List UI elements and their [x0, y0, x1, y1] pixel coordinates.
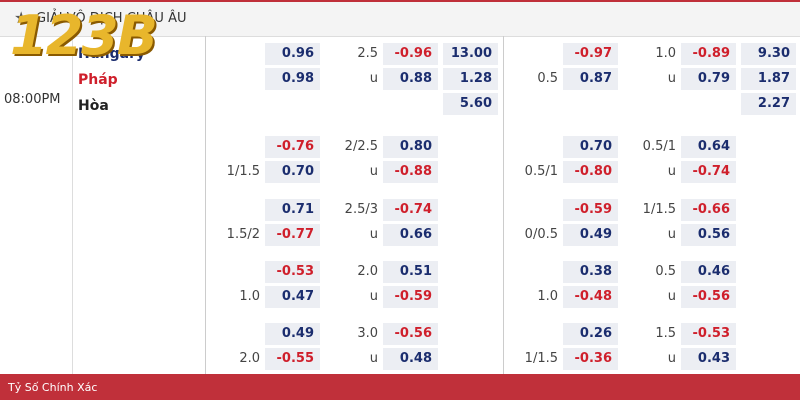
line-label: 2.5/3	[344, 202, 378, 217]
footer-label[interactable]: Tỷ Số Chính Xác	[8, 381, 98, 394]
odds-cell[interactable]: 2.27	[741, 93, 796, 115]
odds-cell[interactable]: -0.88	[383, 161, 438, 183]
odds-cell[interactable]: 0.47	[265, 286, 320, 308]
line-label: 1/1.5	[226, 164, 260, 179]
odds-cell[interactable]: 0.38	[563, 261, 618, 283]
odds-cell[interactable]: -0.80	[563, 161, 618, 183]
odds-cell[interactable]: 0.51	[383, 261, 438, 283]
odds-cell[interactable]: 0.79	[681, 68, 736, 90]
line-label: 1/1.5	[524, 351, 558, 366]
odds-cell[interactable]: -0.89	[681, 43, 736, 65]
odds-cell[interactable]: 0.49	[265, 323, 320, 345]
odds-cell[interactable]: 0.43	[681, 348, 736, 370]
odds-cell[interactable]: 0.88	[383, 68, 438, 90]
odds-cell[interactable]: -0.66	[681, 199, 736, 221]
line-label: 0.5	[537, 71, 558, 86]
odds-cell[interactable]: -0.59	[563, 199, 618, 221]
line-label: u	[369, 351, 378, 366]
odds-cell[interactable]: -0.53	[681, 323, 736, 345]
odds-cell[interactable]: 0.70	[265, 161, 320, 183]
line-label: 2.0	[239, 351, 260, 366]
odds-cell[interactable]: 0.96	[265, 43, 320, 65]
odds-cell[interactable]: 0.48	[383, 348, 438, 370]
match-time: 08:00PM	[4, 92, 61, 107]
odds-cell[interactable]: -0.48	[563, 286, 618, 308]
line-label: u	[369, 227, 378, 242]
odds-cell[interactable]: 0.80	[383, 136, 438, 158]
line-label: u	[667, 164, 676, 179]
odds-cell[interactable]: 5.60	[443, 93, 498, 115]
line-label: 0/0.5	[524, 227, 558, 242]
footer-bar	[0, 374, 800, 400]
odds-cell[interactable]: 9.30	[741, 43, 796, 65]
away-team: Pháp	[78, 72, 118, 88]
line-label: u	[369, 164, 378, 179]
line-label: 0.5/1	[642, 139, 676, 154]
odds-cell[interactable]: -0.74	[681, 161, 736, 183]
odds-cell[interactable]: -0.55	[265, 348, 320, 370]
divider	[503, 36, 504, 374]
divider	[72, 36, 73, 374]
odds-cell[interactable]: 1.28	[443, 68, 498, 90]
line-label: 0.5	[655, 264, 676, 279]
odds-cell[interactable]: -0.96	[383, 43, 438, 65]
home-team: Hungary	[78, 46, 146, 62]
odds-cell[interactable]: 0.64	[681, 136, 736, 158]
line-label: u	[369, 289, 378, 304]
line-label: 1.5/2	[226, 227, 260, 242]
odds-cell[interactable]: -0.97	[563, 43, 618, 65]
odds-cell[interactable]: 1.87	[741, 68, 796, 90]
odds-cell[interactable]: 0.49	[563, 224, 618, 246]
odds-cell[interactable]: -0.36	[563, 348, 618, 370]
line-label: u	[667, 71, 676, 86]
odds-cell[interactable]: -0.56	[383, 323, 438, 345]
line-label: u	[667, 227, 676, 242]
league-name: GIẢI VÔ ĐỊCH CHÂU ÂU	[36, 11, 187, 26]
odds-cell[interactable]: -0.74	[383, 199, 438, 221]
odds-cell[interactable]: 13.00	[443, 43, 498, 65]
line-label: 1.0	[655, 46, 676, 61]
line-label: 1.0	[239, 289, 260, 304]
odds-cell[interactable]: -0.76	[265, 136, 320, 158]
odds-cell[interactable]: -0.56	[681, 286, 736, 308]
line-label: u	[667, 289, 676, 304]
draw: Hòa	[78, 98, 109, 114]
odds-cell[interactable]: 0.56	[681, 224, 736, 246]
header-bar	[0, 2, 800, 37]
odds-cell[interactable]: 0.70	[563, 136, 618, 158]
line-label: 2.0	[357, 264, 378, 279]
odds-cell[interactable]: 0.87	[563, 68, 618, 90]
line-label: 2/2.5	[344, 139, 378, 154]
line-label: 2.5	[357, 46, 378, 61]
odds-cell[interactable]: 0.46	[681, 261, 736, 283]
odds-cell[interactable]: -0.77	[265, 224, 320, 246]
odds-cell[interactable]: 0.98	[265, 68, 320, 90]
divider	[205, 36, 206, 374]
odds-cell[interactable]: 0.71	[265, 199, 320, 221]
logo: 123B	[10, 4, 158, 67]
star-icon[interactable]: ★	[14, 8, 29, 27]
odds-cell[interactable]: 0.26	[563, 323, 618, 345]
odds-cell[interactable]: 0.66	[383, 224, 438, 246]
odds-cell[interactable]: -0.53	[265, 261, 320, 283]
line-label: 0.5/1	[524, 164, 558, 179]
line-label: 1.0	[537, 289, 558, 304]
line-label: u	[369, 71, 378, 86]
line-label: u	[667, 351, 676, 366]
odds-cell[interactable]: -0.59	[383, 286, 438, 308]
line-label: 3.0	[357, 326, 378, 341]
line-label: 1.5	[655, 326, 676, 341]
line-label: 1/1.5	[642, 202, 676, 217]
